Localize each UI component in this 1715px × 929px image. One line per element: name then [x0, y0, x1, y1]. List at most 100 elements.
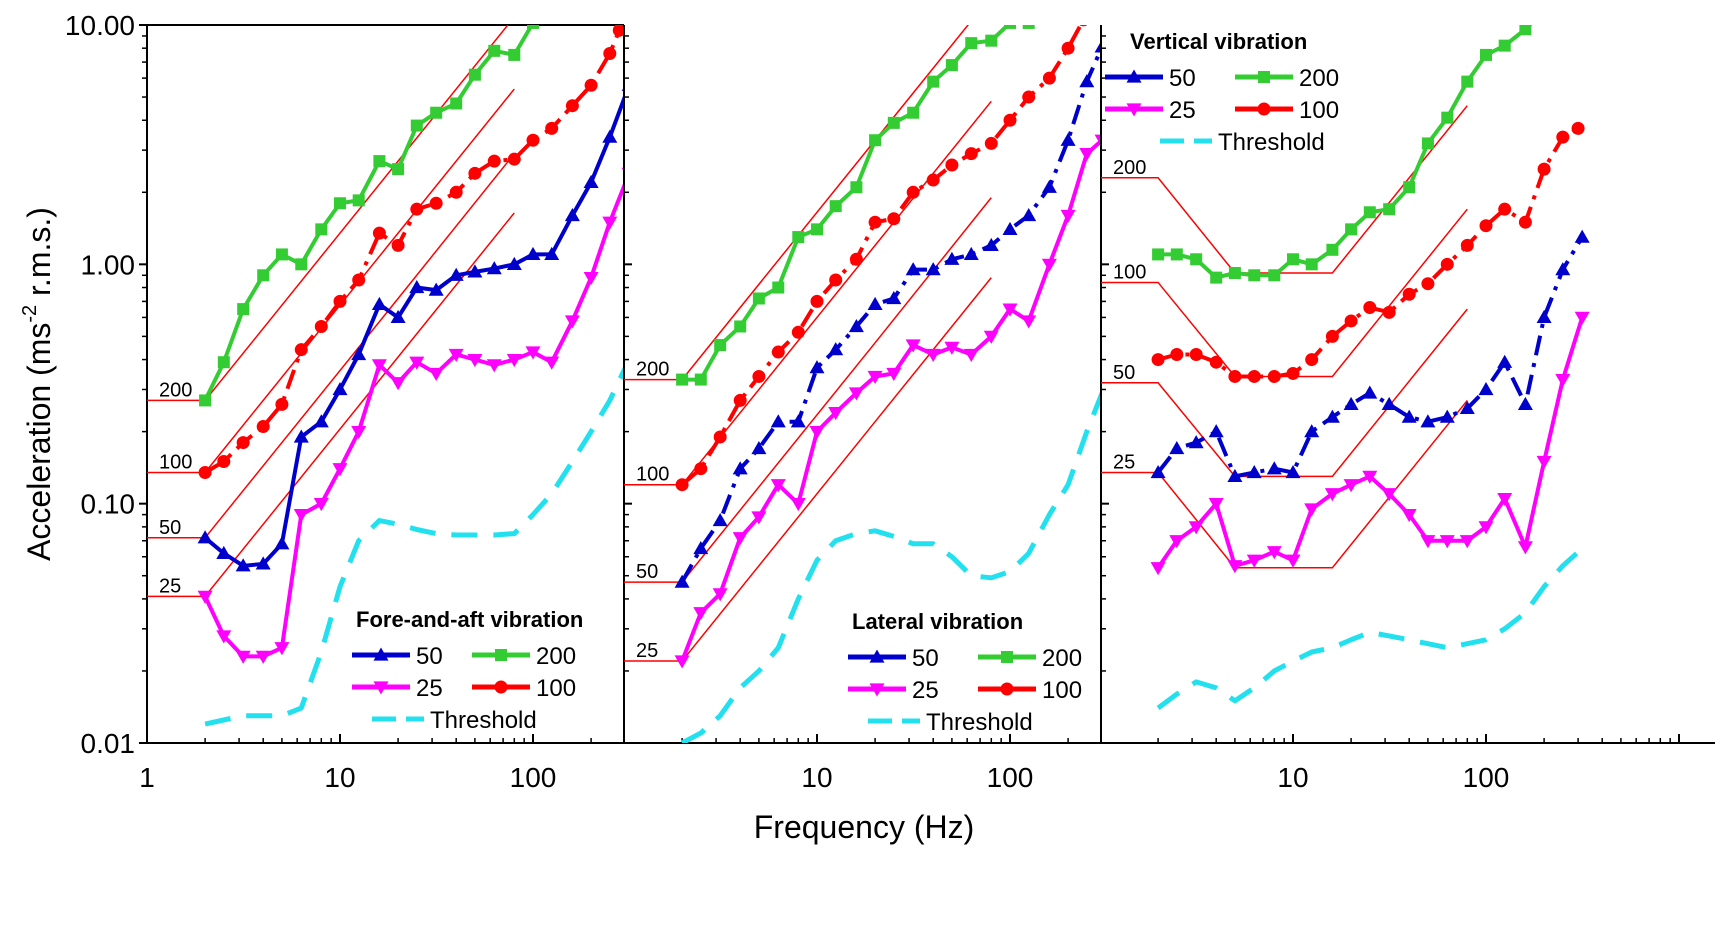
- data-point-25: [944, 341, 960, 355]
- data-point-100: [1518, 215, 1532, 229]
- data-point-200: [734, 320, 747, 333]
- data-point-200: [1403, 181, 1416, 194]
- data-point-200: [1004, 25, 1016, 29]
- data-point-50: [351, 347, 367, 361]
- data-point-25: [486, 359, 502, 373]
- data-point-25: [1517, 541, 1533, 555]
- data-point-50: [732, 461, 748, 475]
- series-line-threshold: [204, 364, 624, 727]
- data-point-200: [1210, 271, 1223, 284]
- data-point-50: [925, 262, 941, 276]
- data-point-200: [927, 75, 940, 88]
- data-point-50: [428, 282, 444, 296]
- data-point-25: [1021, 315, 1037, 329]
- reference-line-label: 200: [636, 359, 669, 381]
- data-point-200: [1441, 111, 1454, 124]
- data-point-50: [1246, 464, 1262, 479]
- data-point-100: [449, 185, 463, 199]
- data-point-25: [732, 532, 748, 546]
- panel-lateral: 10 100 200 100 50 25 Lateral vibration 50 200 25 1…: [623, 9, 1101, 793]
- data-point-50: [751, 441, 767, 455]
- legend-marker-50: [1126, 69, 1142, 83]
- reference-line-label: 25: [159, 575, 181, 597]
- data-point-25: [428, 367, 444, 381]
- data-point-25: [1555, 373, 1571, 388]
- panel-plot-area: [147, 25, 624, 727]
- data-point-200: [257, 269, 270, 282]
- data-point-25: [506, 353, 522, 368]
- reference-line-200: [147, 25, 509, 402]
- data-point-100: [1247, 369, 1261, 383]
- data-point-25: [255, 650, 271, 664]
- data-point-100: [1440, 257, 1454, 271]
- data-point-25: [790, 498, 806, 512]
- data-point-200: [907, 106, 920, 119]
- data-point-200: [792, 231, 805, 244]
- data-point-100: [713, 430, 727, 444]
- x-tick-label: 10: [324, 762, 355, 793]
- data-point-25: [351, 425, 367, 440]
- data-point-25: [1246, 554, 1262, 568]
- data-point-100: [964, 147, 978, 161]
- x-tick-label: 10: [1277, 762, 1308, 793]
- panel-plot-area: [624, 9, 1101, 743]
- series-line-threshold: [680, 389, 1101, 743]
- data-point-100: [945, 158, 959, 172]
- data-point-50: [390, 309, 406, 324]
- data-point-200: [829, 200, 842, 213]
- data-point-100: [1305, 353, 1319, 367]
- legend-label-threshold: Threshold: [430, 707, 537, 734]
- data-point-100: [565, 99, 579, 113]
- data-point-100: [849, 252, 863, 266]
- data-point-100: [429, 196, 443, 210]
- data-point-200: [1248, 269, 1261, 282]
- data-point-25: [1041, 258, 1057, 272]
- data-point-200: [1519, 25, 1532, 36]
- data-point-50: [506, 256, 522, 270]
- data-point-50: [486, 261, 502, 275]
- legend-label-50: 50: [912, 645, 939, 672]
- data-point-200: [1043, 9, 1055, 21]
- data-point-100: [1061, 41, 1075, 55]
- data-point-50: [790, 414, 806, 428]
- data-point-100: [1556, 130, 1570, 144]
- legend-label-25: 25: [416, 675, 443, 702]
- legend-marker-25: [1126, 103, 1142, 117]
- data-point-50: [1169, 441, 1185, 455]
- data-point-25: [583, 271, 599, 286]
- data-point-50: [1497, 354, 1513, 368]
- data-point-50: [1478, 381, 1494, 396]
- data-point-200: [352, 194, 365, 207]
- reference-line-label: 50: [636, 561, 658, 583]
- data-point-200: [237, 303, 250, 316]
- reference-line-label: 50: [159, 517, 181, 539]
- legend-title: Fore-and-aft vibration: [356, 607, 583, 632]
- data-point-25: [751, 511, 767, 525]
- data-point-100: [352, 273, 366, 287]
- data-point-200: [850, 181, 863, 194]
- data-point-25: [674, 655, 690, 669]
- data-point-25: [390, 377, 406, 391]
- data-point-100: [1042, 71, 1056, 85]
- data-point-200: [676, 373, 689, 386]
- reference-line-25: [147, 212, 515, 598]
- data-point-200: [1268, 269, 1281, 282]
- y-tick-label: 0.01: [81, 728, 136, 759]
- data-point-100: [1363, 301, 1377, 315]
- data-point-100: [1228, 369, 1242, 383]
- data-point-200: [694, 373, 707, 386]
- data-point-25: [1324, 488, 1340, 502]
- data-point-25: [712, 588, 728, 602]
- legend-marker-50: [869, 649, 885, 663]
- series-line-50: [203, 93, 624, 568]
- data-point-200: [450, 97, 463, 110]
- x-tick-label: 100: [987, 762, 1034, 793]
- data-point-50: [1517, 396, 1533, 410]
- legend-label-threshold: Threshold: [926, 709, 1033, 736]
- data-point-100: [1267, 369, 1281, 383]
- data-point-25: [886, 367, 902, 381]
- data-point-50: [1208, 424, 1224, 438]
- reference-line-label: 50: [1113, 362, 1135, 384]
- x-tick-label: 1: [139, 762, 155, 793]
